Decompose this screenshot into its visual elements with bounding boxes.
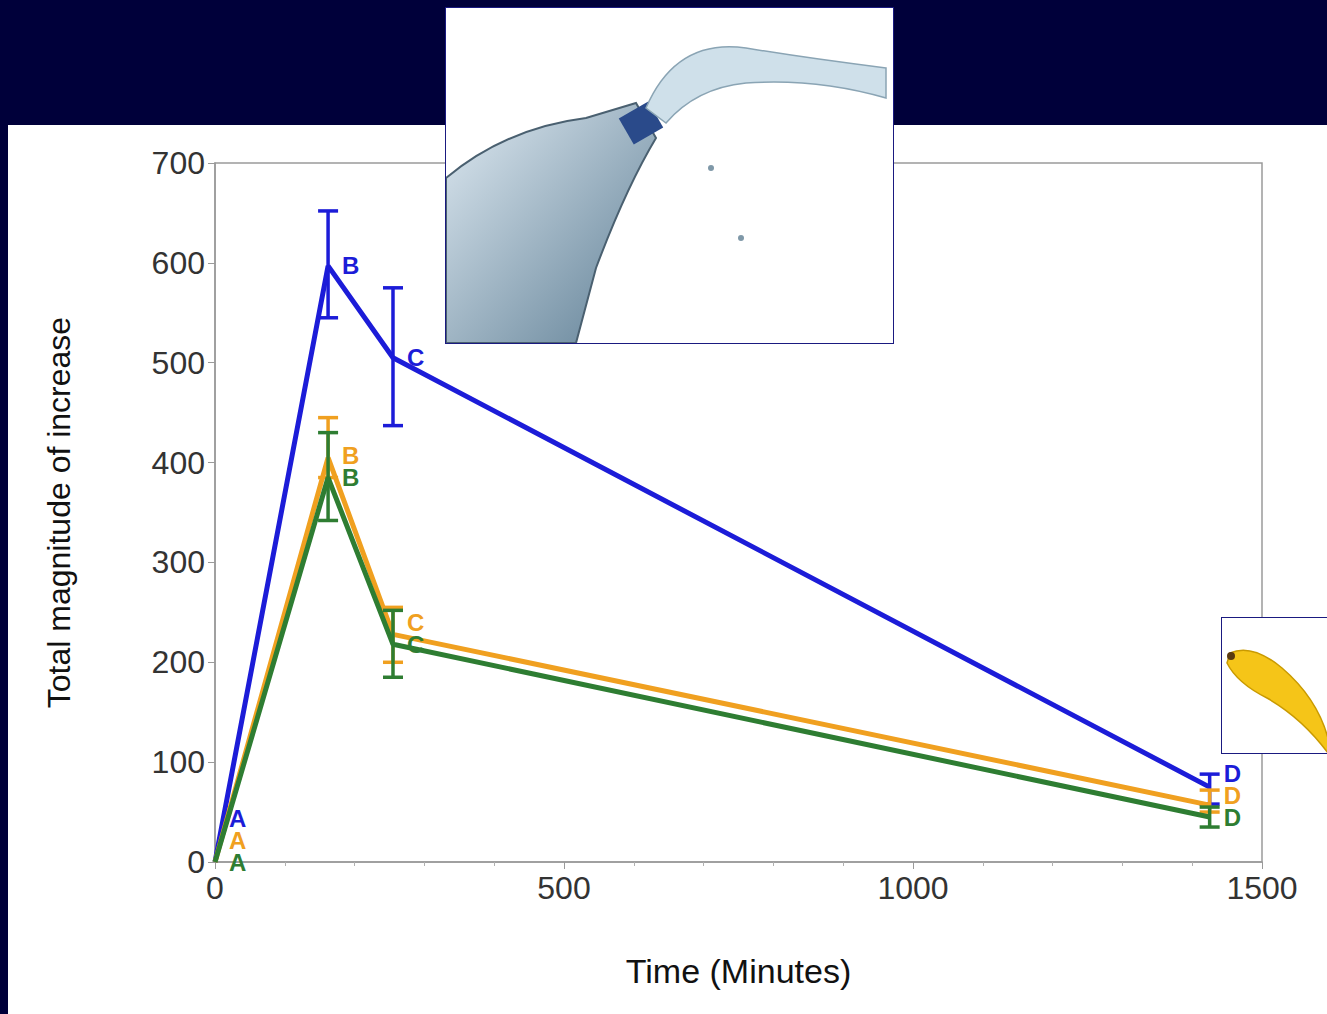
svg-text:700: 700 <box>152 145 205 181</box>
svg-text:300: 300 <box>152 544 205 580</box>
svg-text:400: 400 <box>152 445 205 481</box>
svg-text:C: C <box>407 631 424 658</box>
svg-text:C: C <box>407 608 425 636</box>
svg-text:D: D <box>1223 781 1241 809</box>
svg-text:Total magnitude of increase: Total magnitude of increase <box>41 317 77 708</box>
svg-text:B: B <box>342 464 359 491</box>
svg-text:1000: 1000 <box>877 870 948 906</box>
svg-text:100: 100 <box>152 744 205 780</box>
svg-text:B: B <box>342 442 360 469</box>
svg-text:600: 600 <box>152 245 205 281</box>
svg-text:500: 500 <box>152 345 205 381</box>
svg-text:D: D <box>1224 804 1241 831</box>
svg-text:A: A <box>229 826 247 854</box>
svg-text:0: 0 <box>187 844 205 880</box>
svg-text:200: 200 <box>152 644 205 680</box>
svg-text:0: 0 <box>206 870 224 906</box>
svg-text:500: 500 <box>537 870 590 906</box>
svg-text:1500: 1500 <box>1226 870 1297 906</box>
svg-text:B: B <box>342 252 359 279</box>
svg-text:D: D <box>1223 759 1241 787</box>
svg-text:A: A <box>229 849 246 876</box>
svg-text:Time (Minutes): Time (Minutes) <box>626 952 851 990</box>
svg-text:C: C <box>407 344 424 371</box>
